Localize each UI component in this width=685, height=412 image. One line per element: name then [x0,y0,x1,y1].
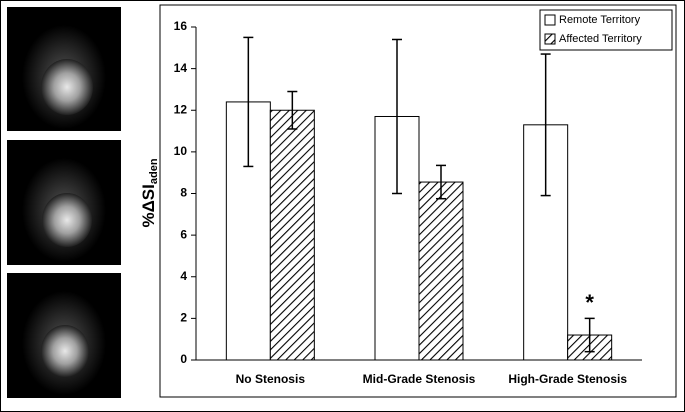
y-tick-label: 8 [180,186,187,200]
legend-label: Remote Territory [559,14,641,26]
mri-image [7,140,121,265]
y-tick-label: 4 [180,269,187,283]
legend-box [539,9,673,51]
mri-images [7,7,121,398]
mri-image [7,273,121,398]
y-tick-label: 14 [174,61,188,75]
error-bar [287,90,298,130]
x-tick-label: High-Grade Stenosis [508,372,627,386]
legend-swatch [544,33,556,45]
y-tick-label: 0 [180,352,187,366]
y-tick-label: 16 [174,19,188,33]
y-axis-label-sub: aden [148,158,160,184]
legend-label: Affected Territory [559,33,642,45]
y-axis-label: %ΔSIaden [139,158,159,227]
error-bar [540,53,551,197]
y-tick-label: 12 [174,102,188,116]
error-bar [436,164,446,200]
y-tick-label: 6 [180,227,187,241]
x-tick-label: No Stenosis [236,372,306,386]
error-bar [392,38,402,195]
legend-swatch [544,14,556,26]
error-bar [243,36,254,168]
x-tick-label: Mid-Grade Stenosis [363,372,476,386]
y-tick-label: 2 [180,311,187,325]
y-axis-label-main: %ΔSI [139,184,158,227]
error-bar [584,317,595,353]
annotation: * [585,290,594,315]
mri-image [7,7,121,131]
bar [269,109,315,361]
y-tick-label: 10 [174,144,188,158]
bar [418,181,464,361]
